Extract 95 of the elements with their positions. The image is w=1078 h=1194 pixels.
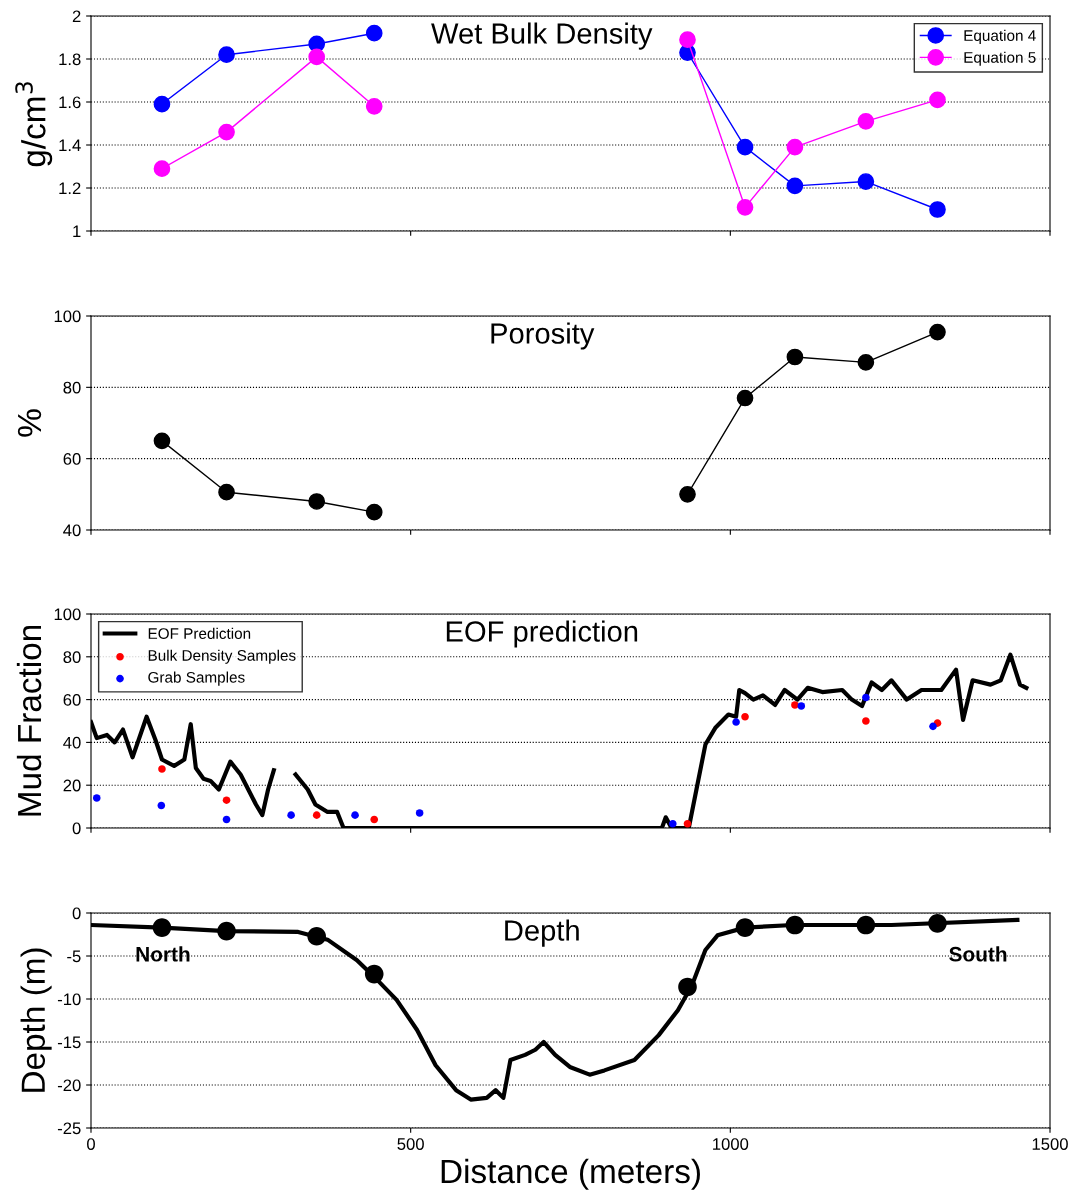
chart-title: Porosity (491, 322, 595, 350)
y-tick-label: -15 (57, 1036, 81, 1049)
point (741, 712, 749, 721)
point (735, 918, 755, 937)
point (307, 926, 326, 946)
x-tick-label: 500 (397, 1138, 424, 1150)
y-axis-title: % (17, 409, 42, 437)
annotation: North (136, 946, 190, 962)
point (797, 702, 806, 710)
point (929, 722, 937, 731)
y-tick-label: 100 (54, 310, 81, 323)
point (786, 138, 804, 156)
point (929, 201, 946, 218)
point (365, 503, 383, 521)
point (683, 819, 692, 828)
point (153, 160, 171, 177)
point (736, 199, 754, 216)
point (736, 389, 754, 407)
point (308, 493, 326, 510)
y-tick-label: 20 (63, 779, 81, 792)
point (791, 701, 799, 709)
y-tick-label: -25 (57, 1122, 81, 1135)
point (857, 113, 875, 130)
x-axis-title: Distance (meters) (441, 1158, 700, 1190)
y-tick-label: 0 (72, 822, 81, 835)
point (222, 796, 231, 804)
y-tick-label: 40 (63, 524, 81, 537)
chart-title: Depth (505, 919, 579, 947)
point (415, 809, 424, 817)
point (786, 348, 804, 366)
y-tick-label: 1.6 (59, 96, 81, 109)
point (929, 91, 946, 109)
point (287, 811, 295, 819)
y-tick-label: 40 (63, 736, 81, 749)
point (857, 173, 875, 190)
point (929, 323, 946, 341)
annotation: South (949, 946, 1007, 962)
point (786, 177, 804, 195)
point (153, 95, 171, 113)
y-tick-label: -20 (57, 1079, 81, 1092)
point (157, 801, 166, 810)
point (732, 718, 740, 726)
point (218, 483, 235, 501)
point (736, 138, 754, 156)
y-tick-label: 1.8 (59, 53, 81, 66)
y-tick-label: 100 (54, 608, 81, 621)
y-tick-label: -10 (57, 993, 81, 1006)
point (308, 48, 326, 66)
point (857, 354, 875, 371)
chart-title: Wet Bulk Density (431, 22, 653, 50)
y-tick-label: 80 (63, 651, 81, 663)
point (370, 815, 379, 824)
point (158, 765, 166, 773)
point (312, 811, 321, 819)
legend-label: Equation 4 (964, 29, 1036, 44)
y-tick-label: 2 (72, 10, 81, 23)
point (365, 24, 383, 42)
point (785, 915, 805, 935)
point (678, 977, 697, 997)
chart-title: EOF prediction (446, 620, 638, 648)
point (152, 918, 172, 937)
x-tick-label: 1000 (713, 1138, 749, 1150)
legend-label: Grab Samples (148, 671, 245, 686)
point (365, 97, 383, 115)
point (153, 432, 171, 450)
point (928, 914, 947, 933)
point (679, 31, 696, 48)
legend-label: EOF Prediction (148, 627, 251, 639)
y-axis-title: Depth (m) (20, 948, 52, 1092)
y-tick-label: 80 (63, 381, 81, 394)
y-tick-label: 1 (73, 225, 81, 238)
point (222, 815, 231, 824)
point (351, 811, 359, 819)
point (679, 485, 696, 503)
y-tick-label: 0 (72, 907, 81, 920)
point (218, 46, 235, 64)
y-axis-title: Mud Fraction (16, 625, 42, 816)
point (217, 921, 236, 941)
legend-label: Equation 5 (964, 51, 1036, 66)
point (862, 693, 870, 702)
point (668, 819, 677, 828)
y-axis-title: g/cm$^{3}$ (15, 82, 53, 167)
y-tick-label: -5 (67, 950, 81, 963)
y-tick-label: 1.2 (59, 182, 81, 195)
point (364, 964, 384, 984)
y-tick-label: 1.4 (59, 139, 81, 152)
x-tick-label: 1500 (1032, 1138, 1068, 1150)
point (856, 915, 876, 935)
y-tick-label: 60 (63, 453, 81, 465)
point (92, 794, 101, 802)
point (862, 717, 870, 725)
point (218, 123, 235, 141)
y-tick-label: 60 (63, 694, 81, 706)
legend-label: Bulk Density Samples (148, 649, 296, 664)
x-tick-label: 0 (87, 1138, 95, 1150)
